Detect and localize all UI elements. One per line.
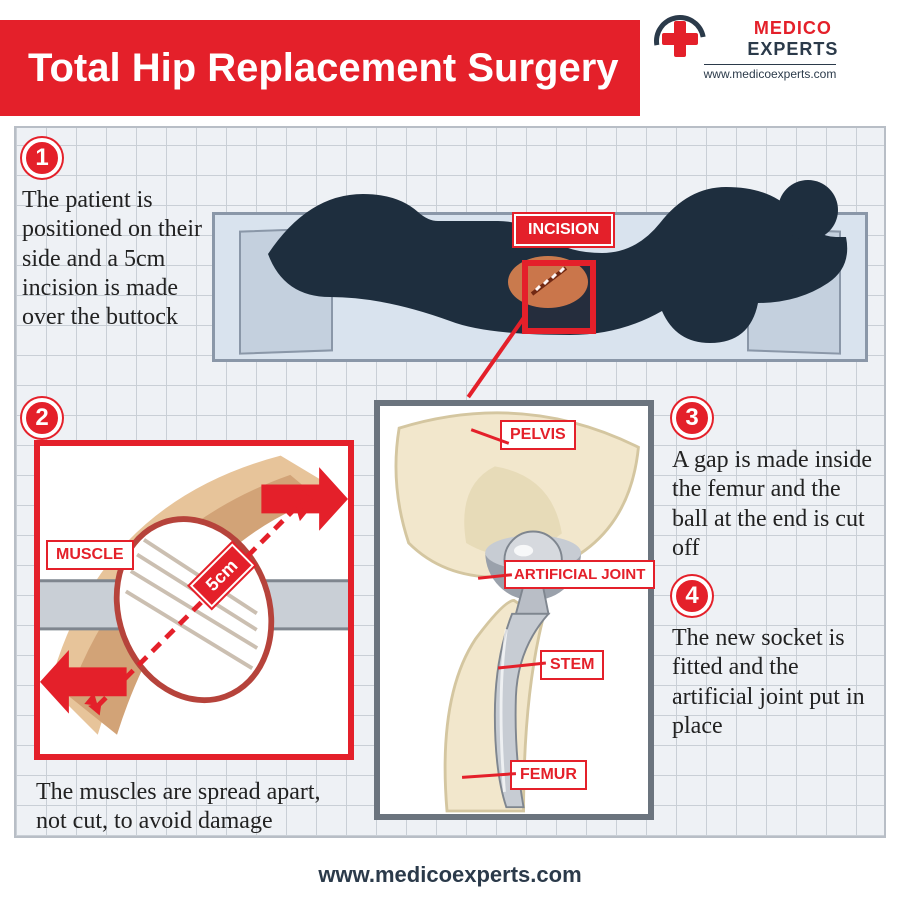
brand-logo: MEDICO EXPERTS www.medicoexperts.com [660, 18, 880, 83]
step-badge-3: 3 [672, 398, 712, 438]
implant-diagram [380, 406, 648, 814]
medical-cross-icon [660, 19, 700, 59]
step-number: 4 [685, 582, 698, 610]
step-text-1: The patient is positioned on their side … [22, 186, 207, 332]
label-muscle: MUSCLE [46, 540, 134, 570]
label-artificial-joint: ARTIFICIAL JOINT [504, 560, 655, 589]
step-number: 2 [35, 404, 48, 432]
muscle-diagram [40, 446, 348, 754]
step-text-2: The muscles are spread apart, not cut, t… [36, 778, 336, 837]
brand-name-part1: MEDICO [754, 18, 832, 38]
page-title: Total Hip Replacement Surgery [28, 46, 619, 91]
panel-muscle-incision [34, 440, 354, 760]
step-number: 3 [685, 404, 698, 432]
brand-name-part2: EXPERTS [747, 39, 838, 59]
step-text-4: The new socket is fitted and the artific… [672, 624, 877, 741]
label-stem: STEM [540, 650, 604, 680]
step-text-3: A gap is made inside the femur and the b… [672, 446, 877, 563]
panel-patient-on-table: INCISION [212, 140, 868, 376]
label-pelvis: PELVIS [500, 420, 576, 450]
footer-url: www.medicoexperts.com [0, 862, 900, 888]
step-number: 1 [35, 144, 48, 172]
incision-highlight-box [522, 260, 596, 334]
step-badge-1: 1 [22, 138, 62, 178]
step-badge-4: 4 [672, 576, 712, 616]
step-badge-2: 2 [22, 398, 62, 438]
panel-artificial-joint [374, 400, 654, 820]
brand-name: MEDICO EXPERTS [706, 18, 880, 60]
title-bar: Total Hip Replacement Surgery [0, 20, 640, 116]
brand-url: www.medicoexperts.com [704, 64, 837, 81]
label-incision: INCISION [514, 214, 613, 246]
label-femur: FEMUR [510, 760, 587, 790]
